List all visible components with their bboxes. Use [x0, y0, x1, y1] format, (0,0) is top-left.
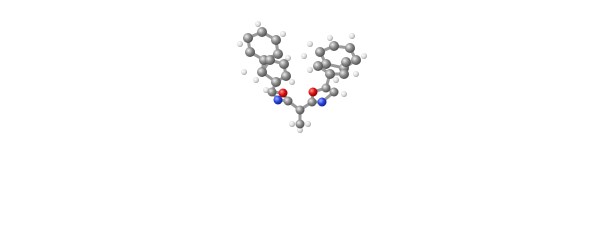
oxygen — [278, 88, 288, 98]
molecule-render — [237, 21, 367, 133]
heteroatoms — [273, 87, 327, 107]
hydrogens — [237, 21, 367, 133]
carbons — [243, 27, 361, 129]
oxygen — [308, 87, 318, 97]
nitrogen — [317, 97, 327, 107]
page — [237, 21, 367, 133]
nitrogen — [273, 95, 283, 105]
